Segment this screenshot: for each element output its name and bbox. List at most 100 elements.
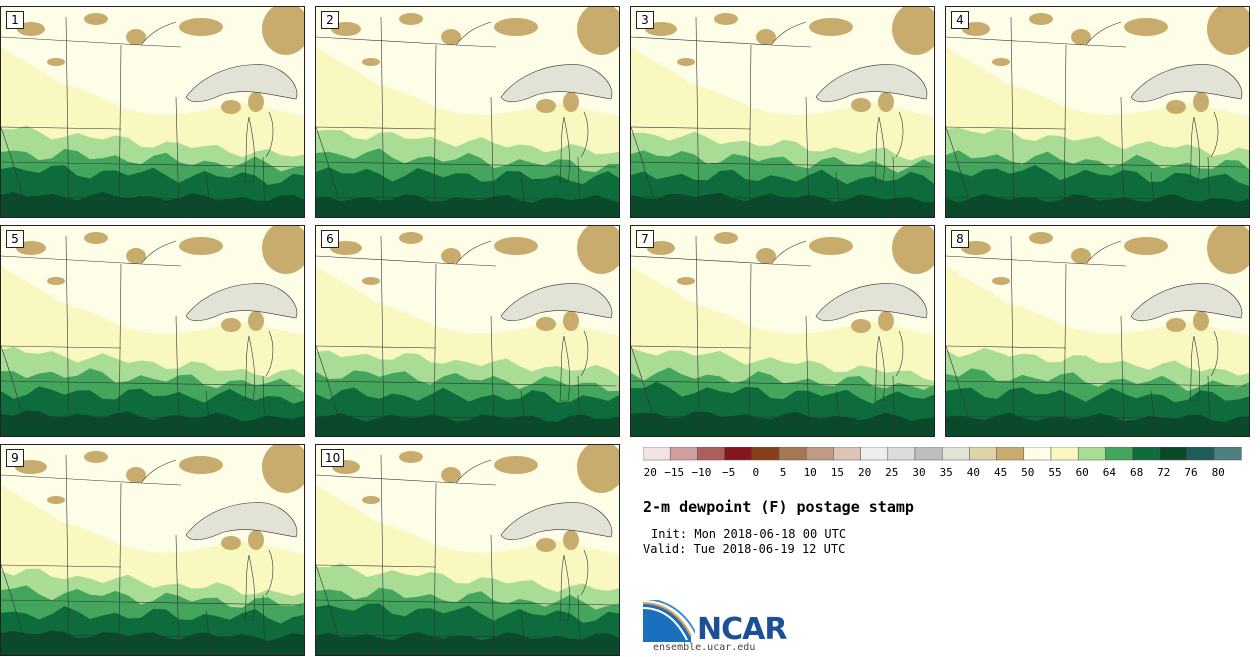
dry-patch xyxy=(892,226,934,274)
colorbar-tick-label: 50 xyxy=(1021,466,1034,479)
dry-patch xyxy=(1071,248,1091,264)
state-boundary xyxy=(316,345,339,417)
state-boundary xyxy=(946,345,1067,349)
dry-patch xyxy=(262,7,304,55)
state-boundary xyxy=(1,634,232,638)
colorbar-tick-label: 45 xyxy=(994,466,1007,479)
state-boundary xyxy=(65,235,70,436)
colorbar-tick-label: 10 xyxy=(804,466,817,479)
dry-patch xyxy=(577,226,619,274)
state-boundary xyxy=(631,380,932,387)
dry-patch xyxy=(756,248,776,264)
map-panel-7: 7 xyxy=(630,225,935,437)
state-boundary xyxy=(892,156,896,217)
state-boundary xyxy=(631,196,862,200)
colorbar-swatch xyxy=(1105,447,1133,461)
state-boundary xyxy=(1150,171,1157,217)
map-panel-3: 3 xyxy=(630,6,935,218)
dry-patch xyxy=(47,496,65,504)
dewpoint-72-76 xyxy=(316,194,619,217)
lake-michigan-outline xyxy=(244,116,255,183)
dry-patch xyxy=(262,226,304,274)
state-boundary xyxy=(118,482,122,655)
state-boundary xyxy=(946,126,1067,130)
lake-michigan-outline xyxy=(244,554,255,621)
colorbar-tick-label: 0 xyxy=(752,466,759,479)
dewpoint-72-76 xyxy=(1,191,304,217)
state-boundary xyxy=(1,345,24,417)
dry-patch xyxy=(1166,100,1186,114)
colorbar-swatch xyxy=(996,447,1025,461)
lake-superior xyxy=(500,64,613,103)
dry-patch xyxy=(47,277,65,285)
map-panel-8: 8 xyxy=(945,225,1250,437)
state-boundary xyxy=(316,161,617,168)
map-panel-1: 1 xyxy=(0,6,305,218)
lake-huron-outline xyxy=(580,330,589,377)
dry-patch xyxy=(84,13,108,25)
state-boundary xyxy=(892,375,896,436)
dry-patch xyxy=(126,248,146,264)
state-boundary xyxy=(520,171,527,217)
colorbar-tick-label: 25 xyxy=(885,466,898,479)
lake-huron-outline xyxy=(1210,330,1219,377)
state-boundary xyxy=(695,16,700,217)
panel-number: 10 xyxy=(321,449,345,467)
panel-number: 8 xyxy=(951,230,969,248)
state-boundary xyxy=(770,21,807,46)
dry-patch xyxy=(47,58,65,66)
colorbar-tick-label: −10 xyxy=(691,466,711,479)
dry-patch xyxy=(647,241,675,255)
dry-patch xyxy=(362,496,380,504)
state-boundary xyxy=(140,459,177,484)
dry-patch xyxy=(714,232,738,244)
dry-patch xyxy=(494,18,538,36)
map-panel-9: 9 xyxy=(0,444,305,656)
dewpoint-72-76 xyxy=(1,630,304,655)
colorbar-tick-label: 80 xyxy=(1212,466,1225,479)
map-panel-10: 10 xyxy=(315,444,620,656)
state-boundary xyxy=(1207,156,1211,217)
colorbar-swatch xyxy=(778,447,807,461)
colorbar-swatch xyxy=(860,447,889,461)
state-boundary xyxy=(1,415,232,419)
dry-patch xyxy=(563,311,579,331)
dry-patch xyxy=(399,232,423,244)
dry-patch xyxy=(892,7,934,55)
lake-superior xyxy=(815,64,928,103)
dewpoint-72-76 xyxy=(316,631,619,655)
state-boundary xyxy=(118,44,122,217)
state-boundary xyxy=(1,126,24,198)
lake-superior xyxy=(185,283,298,322)
dry-patch xyxy=(1207,7,1249,55)
dry-patch xyxy=(248,92,264,112)
colorbar-swatch xyxy=(805,447,834,461)
state-boundary xyxy=(380,16,385,217)
state-boundary xyxy=(631,126,654,198)
dry-patch xyxy=(262,445,304,493)
colorbar-swatch xyxy=(914,447,943,461)
colorbar-tick-label: 60 xyxy=(1076,466,1089,479)
colorbar-swatch xyxy=(1159,447,1188,461)
state-boundary xyxy=(316,126,339,198)
state-boundary xyxy=(631,126,752,130)
dry-patch xyxy=(126,467,146,483)
state-boundary xyxy=(140,21,177,46)
dry-patch xyxy=(878,92,894,112)
map-panel-6: 6 xyxy=(315,225,620,437)
state-boundary xyxy=(946,380,1247,387)
state-boundary xyxy=(262,156,266,217)
panel-number: 6 xyxy=(321,230,339,248)
lake-michigan-outline xyxy=(874,335,885,402)
state-boundary xyxy=(316,599,617,606)
state-boundary xyxy=(1063,44,1067,217)
lake-michigan-outline xyxy=(559,116,570,183)
lake-michigan-outline xyxy=(874,116,885,183)
dewpoint-map xyxy=(1,226,304,436)
dry-patch xyxy=(399,451,423,463)
panel-number: 7 xyxy=(636,230,654,248)
colorbar-swatch xyxy=(724,447,753,461)
lake-huron-outline xyxy=(265,111,274,158)
dry-patch xyxy=(677,58,695,66)
state-boundary xyxy=(1,380,302,387)
